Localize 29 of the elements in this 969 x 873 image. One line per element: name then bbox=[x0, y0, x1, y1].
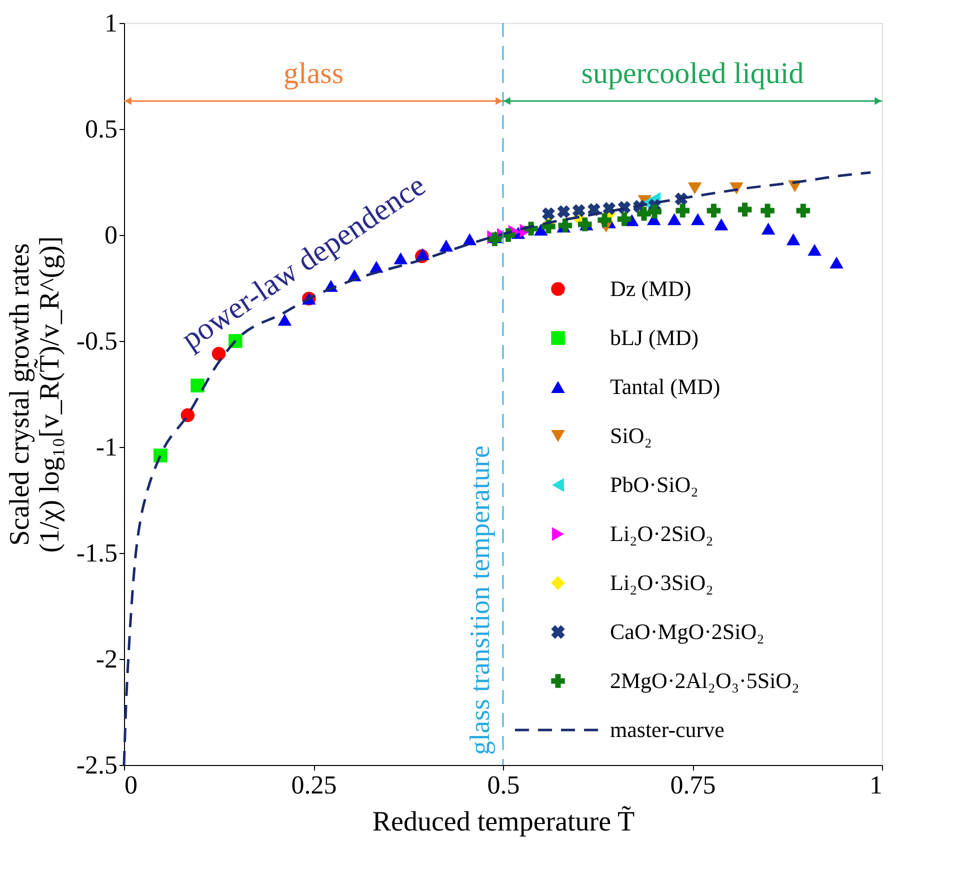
y-tick-label: -2 bbox=[96, 644, 118, 674]
y-tick-label: -1.5 bbox=[76, 538, 118, 568]
ref-line-label: glass transition temperature bbox=[465, 446, 496, 755]
legend-label: master-curve bbox=[610, 717, 724, 742]
y-tick-label: -1 bbox=[96, 432, 118, 462]
annotation: supercooled liquid bbox=[581, 57, 804, 90]
legend-label: SiO₂ bbox=[610, 423, 652, 448]
y-axis-title: Scaled crystal growth rates (1/χ) log₁₀[v_R(T̃)/v_R^(g)] bbox=[4, 236, 66, 553]
legend-label: PbO·SiO₂ bbox=[610, 472, 698, 497]
legend-label: Dz (MD) bbox=[610, 276, 692, 301]
x-tick-label: 1 bbox=[870, 770, 882, 800]
x-tick-label: 0 bbox=[124, 770, 138, 800]
x-axis-title: Reduced temperature T̃ bbox=[372, 806, 635, 838]
legend-label: Li₂O·2SiO₂ bbox=[610, 521, 714, 546]
legend-label: bLJ (MD) bbox=[610, 325, 699, 350]
legend-label: Tantal (MD) bbox=[610, 374, 720, 399]
y-tick-label: 1 bbox=[104, 8, 118, 38]
y-tick-label: 0.5 bbox=[85, 114, 118, 144]
x-tick-label: 0.5 bbox=[487, 770, 520, 800]
y-tick-label: -2.5 bbox=[76, 750, 118, 780]
legend-label: 2MgO·2Al₂O₃·5SiO₂ bbox=[610, 668, 800, 693]
line-series bbox=[122, 171, 872, 766]
legend-label: Li₂O·3SiO₂ bbox=[610, 570, 714, 595]
y-tick-label: -0.5 bbox=[76, 326, 118, 356]
y-tick-label: 0 bbox=[104, 220, 118, 250]
x-tick-label: 0.25 bbox=[291, 770, 337, 800]
annotation: glass bbox=[284, 57, 344, 90]
x-tick-label: 0.75 bbox=[670, 770, 716, 800]
legend-label: CaO·MgO·2SiO₂ bbox=[610, 619, 764, 644]
